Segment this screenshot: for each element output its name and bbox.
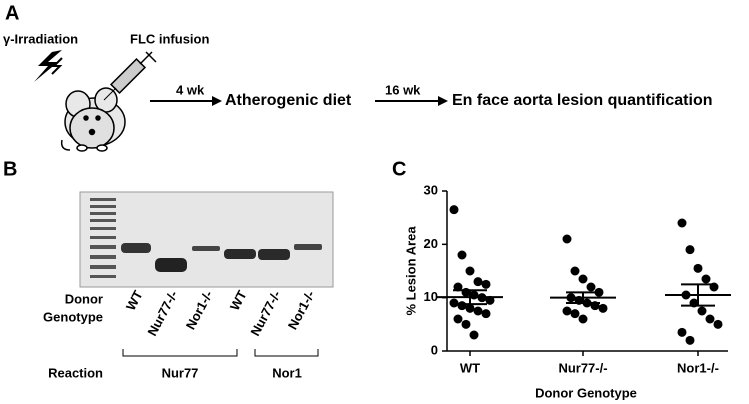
error-bar (566, 291, 600, 304)
data-point (705, 314, 715, 324)
data-point (562, 306, 572, 316)
data-point (461, 319, 471, 329)
data-point (677, 218, 687, 228)
data-point (481, 279, 491, 289)
error-bar (681, 283, 715, 307)
gel-image (79, 191, 334, 288)
arrow (375, 96, 448, 106)
data-point (578, 314, 588, 324)
lane-label: WT (123, 288, 146, 313)
lane-label: Nur77-/- (144, 288, 180, 338)
data-point (469, 330, 479, 340)
x-tick-label: Nor1-/- (677, 360, 719, 375)
data-point (457, 250, 467, 260)
data-point (453, 314, 463, 324)
row-label: Donor (65, 291, 103, 306)
data-point (449, 298, 459, 308)
data-point (473, 306, 483, 316)
data-point (449, 205, 459, 215)
data-point (481, 309, 491, 319)
time-label: 4 wk (176, 82, 205, 97)
data-point (685, 335, 695, 345)
data-point (570, 266, 580, 276)
data-point (465, 303, 475, 313)
data-point (586, 282, 596, 292)
data-point (701, 274, 711, 284)
panel-label: C (392, 158, 406, 180)
lane-label: Nor1-/- (183, 288, 216, 332)
data-point (598, 303, 608, 313)
y-tick-label: 10 (424, 289, 438, 304)
step-label: Atherogenic diet (225, 92, 352, 109)
data-point (578, 274, 588, 284)
y-tick-label: 20 (424, 236, 438, 251)
data-point (457, 301, 467, 311)
data-point (562, 234, 572, 244)
infusion-label: FLC infusion (130, 31, 209, 46)
panel-label: B (3, 158, 17, 180)
lane-label: Nor1-/- (285, 288, 318, 332)
data-point (465, 266, 475, 276)
data-point (473, 277, 483, 287)
lightning-icon (34, 50, 62, 82)
x-axis-title: Donor Genotype (535, 385, 637, 400)
data-point (570, 309, 580, 319)
reaction-label: Nor1 (272, 365, 302, 380)
row-label: Reaction (48, 365, 103, 380)
data-point (685, 245, 695, 255)
error-bar (453, 289, 487, 306)
syringe-icon (103, 51, 157, 101)
y-axis-title: % Lesion Area (403, 226, 418, 316)
panel-label: A (5, 2, 19, 24)
irradiation-label: γ-Irradiation (3, 31, 78, 46)
lane-label: Nur77-/- (247, 288, 283, 338)
reaction-label: Nur77 (162, 365, 199, 380)
data-point (713, 319, 723, 329)
y-tick-label: 30 (424, 182, 438, 197)
x-tick-label: Nur77-/- (558, 360, 607, 375)
mouse-icon (60, 87, 126, 152)
data-point (693, 263, 703, 273)
step-label: En face aorta lesion quantification (452, 92, 713, 109)
data-point (697, 306, 707, 316)
lightning-icon (51, 57, 63, 75)
row-label: Genotype (43, 309, 103, 324)
x-tick-label: WT (460, 360, 480, 375)
bracket (122, 349, 319, 357)
data-point (677, 327, 687, 337)
time-label: 16 wk (385, 82, 421, 97)
y-tick-label: 0 (431, 342, 438, 357)
arrow (150, 96, 222, 106)
lane-label: WT (227, 288, 250, 313)
